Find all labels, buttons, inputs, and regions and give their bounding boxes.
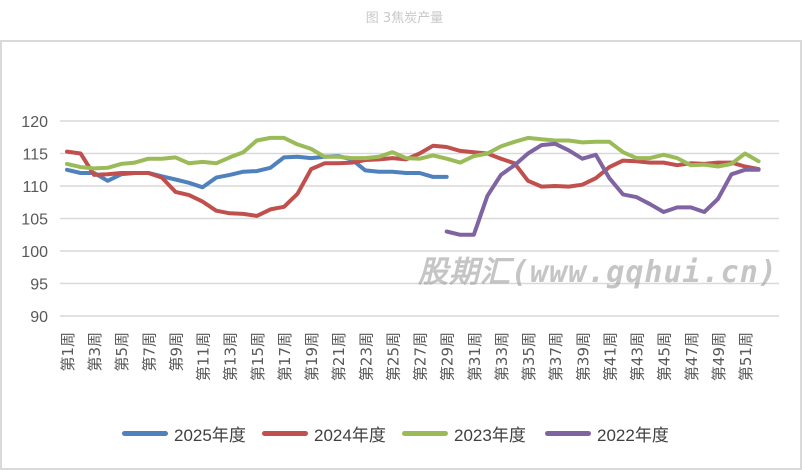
x-tick-label: 第25周 — [384, 332, 402, 381]
x-tick-label: 第37周 — [547, 332, 565, 381]
y-tick-label: 110 — [22, 179, 48, 196]
x-tick-label: 第9周 — [167, 332, 185, 372]
watermark: 股期汇(www.gqhui.cn) — [418, 255, 778, 290]
x-tick-label: 第33周 — [493, 332, 511, 381]
x-tick-label: 第21周 — [330, 332, 348, 381]
x-tick-label: 第19周 — [303, 332, 321, 381]
x-tick-label: 第11周 — [195, 332, 213, 381]
x-tick-label: 第7周 — [140, 332, 158, 372]
x-tick-label: 第39周 — [574, 332, 592, 381]
legend-swatch — [262, 431, 308, 436]
y-tick-label: 90 — [30, 309, 48, 326]
y-tick-label: 100 — [21, 244, 48, 261]
legend-label: 2023年度 — [454, 426, 526, 445]
legend-swatch — [402, 431, 448, 436]
x-tick-label: 第35周 — [520, 332, 538, 381]
legend-item-2022: 2022年度 — [545, 421, 669, 446]
x-tick-label: 第51周 — [737, 332, 755, 381]
y-tick-label: 115 — [22, 147, 48, 164]
x-tick-label: 第15周 — [249, 332, 267, 381]
y-tick-label: 95 — [30, 277, 48, 294]
x-tick-label: 第1周 — [59, 332, 77, 372]
series-line-2022年度 — [444, 141, 761, 237]
x-tick-label: 第29周 — [439, 332, 457, 381]
x-tick-label: 第43周 — [629, 332, 647, 381]
legend-swatch — [122, 431, 168, 436]
x-tick-label: 第23周 — [357, 332, 375, 381]
legend-swatch — [545, 431, 591, 436]
x-tick-label: 第27周 — [412, 332, 430, 381]
x-tick-label: 第3周 — [86, 332, 104, 372]
x-tick-label: 第13周 — [222, 332, 240, 381]
legend-label: 2025年度 — [174, 426, 246, 445]
legend-item-2023: 2023年度 — [402, 421, 526, 446]
x-tick-label: 第49周 — [710, 332, 728, 381]
x-tick-label: 第41周 — [601, 332, 619, 381]
x-tick-label: 第17周 — [276, 332, 294, 381]
x-tick-label: 第5周 — [113, 332, 131, 372]
legend-label: 2024年度 — [314, 426, 386, 445]
x-tick-label: 第45周 — [656, 332, 674, 381]
chart-title: 图 3焦炭产量 — [365, 11, 444, 26]
y-tick-label: 105 — [21, 212, 48, 229]
series-line-2023年度 — [65, 135, 761, 171]
legend-label: 2022年度 — [597, 426, 669, 445]
x-tick-label: 第31周 — [466, 332, 484, 381]
legend-item-2025: 2025年度 — [122, 421, 246, 446]
y-tick-label: 120 — [21, 114, 48, 131]
x-tick-label: 第47周 — [683, 332, 701, 381]
legend-item-2024: 2024年度 — [262, 421, 386, 446]
